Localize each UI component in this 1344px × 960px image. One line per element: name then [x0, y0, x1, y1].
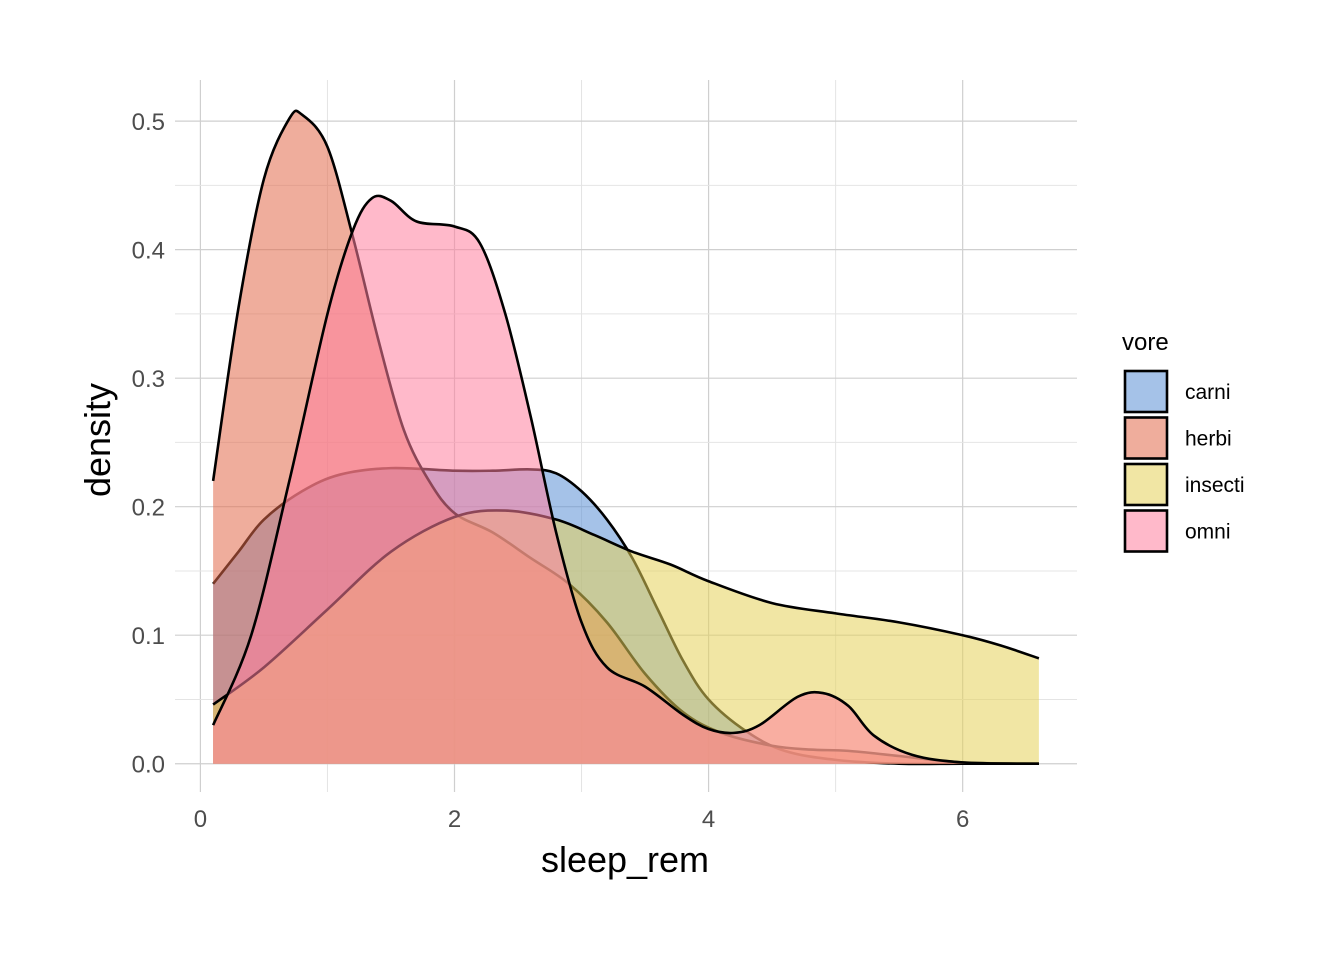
y-tick-label: 0.1 — [132, 623, 165, 650]
x-tick-label: 6 — [956, 806, 969, 833]
x-tick-label: 0 — [194, 806, 207, 833]
y-tick-label: 0.3 — [132, 366, 165, 393]
legend-label-carni: carni — [1185, 381, 1231, 404]
legend-label-herbi: herbi — [1185, 428, 1232, 451]
density-line-omni — [211, 194, 1039, 766]
axes: 0 2 4 6 0.0 0.1 0.2 0.3 0.4 0.5 — [132, 109, 970, 833]
x-axis-title: sleep_rem — [541, 839, 709, 880]
legend-key-carni — [1123, 369, 1169, 414]
legend-label-omni: omni — [1185, 521, 1231, 544]
y-tick-label: 0.4 — [132, 238, 165, 265]
y-tick-label: 0.2 — [132, 495, 165, 522]
legend-key-omni — [1123, 509, 1169, 553]
y-axis-title: density — [77, 383, 118, 497]
legend-label-insecti: insecti — [1185, 474, 1245, 497]
x-tick-label: 2 — [448, 806, 461, 833]
y-tick-label: 0.5 — [132, 109, 165, 136]
legend-title: vore — [1122, 329, 1169, 356]
y-tick-label: 0.0 — [132, 752, 165, 779]
legend-key-insecti — [1123, 462, 1169, 507]
legend-key-herbi — [1123, 416, 1169, 460]
density-area-omni — [213, 195, 1039, 764]
density-areas — [211, 109, 1040, 766]
x-tick-label: 4 — [702, 806, 715, 833]
legend: vore carni herbi insecti omni — [1122, 329, 1245, 553]
